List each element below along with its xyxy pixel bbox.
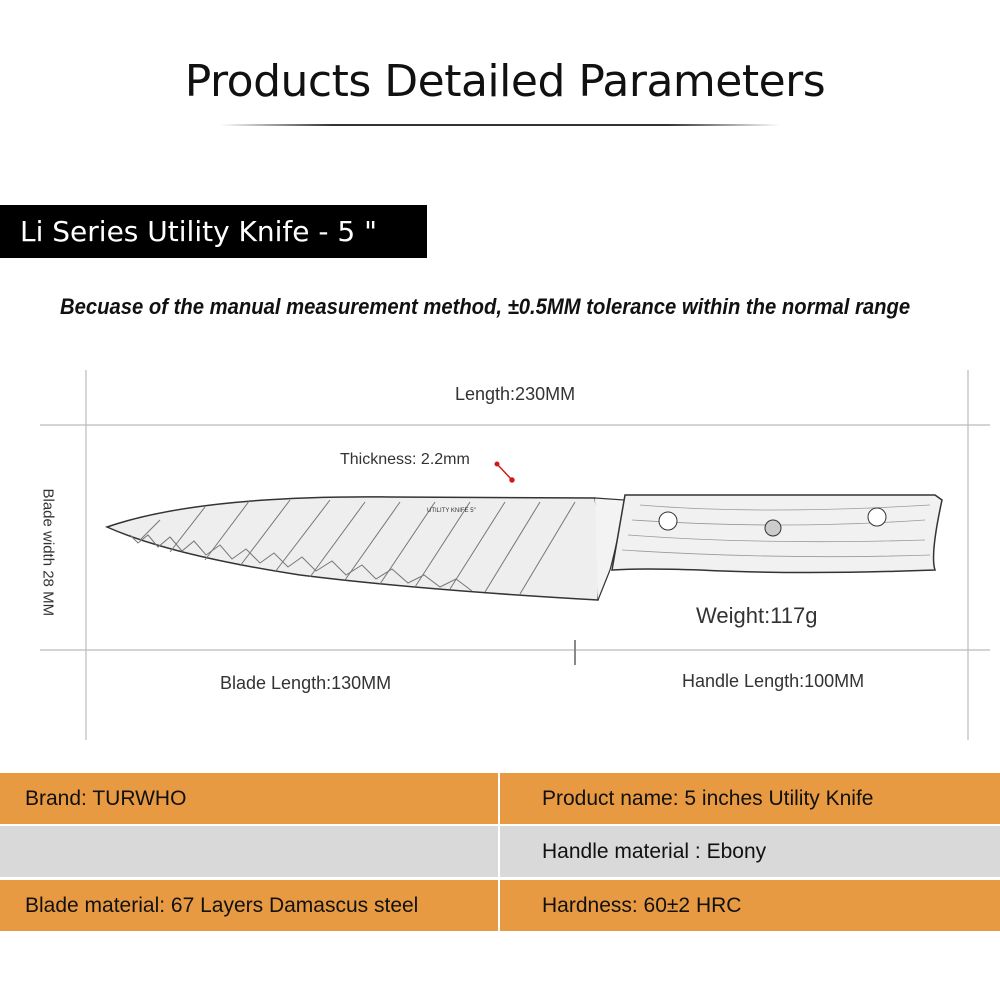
spec-blade-material: Blade material: 67 Layers Damascus steel xyxy=(0,880,500,931)
spec-row: Brand: TURWHO Product name: 5 inches Uti… xyxy=(0,773,1000,824)
weight-label: Weight:117g xyxy=(696,603,818,628)
spec-row: Handle material : Ebony xyxy=(0,826,1000,877)
length-label: Length:230MM xyxy=(455,384,576,404)
page-title: Products Detailed Parameters xyxy=(184,56,826,107)
spec-brand: Brand: TURWHO xyxy=(0,773,500,824)
dimension-lines xyxy=(40,370,990,740)
spec-row: Blade material: 67 Layers Damascus steel… xyxy=(0,880,1000,931)
blade-length-label: Blade Length:130MM xyxy=(220,673,392,693)
knife-logo-text: UTILITY KNIFE 5" xyxy=(427,508,476,514)
spec-empty xyxy=(0,826,500,877)
tolerance-note: Becuase of the manual measurement method… xyxy=(60,294,911,319)
thickness-marker-icon xyxy=(494,461,515,483)
knife-blade-icon: UTILITY KNIFE 5" xyxy=(104,496,626,601)
spec-product-name: Product name: 5 inches Utility Knife xyxy=(542,786,874,810)
thickness-label: Thickness: 2.2mm xyxy=(340,451,470,468)
knife-diagram: UTILITY KNIFE 5" xyxy=(40,370,990,740)
knife-handle-icon xyxy=(611,494,943,574)
blade-width-label: Blade width 28 MM xyxy=(39,488,57,617)
title-divider xyxy=(220,124,780,126)
spec-handle-material: Handle material : Ebony xyxy=(542,839,767,863)
spec-hardness: Hardness: 60±2 HRC xyxy=(542,893,742,917)
handle-length-label: Handle Length:100MM xyxy=(682,671,865,691)
product-series-banner: Li Series Utility Knife - 5 " xyxy=(0,205,427,258)
